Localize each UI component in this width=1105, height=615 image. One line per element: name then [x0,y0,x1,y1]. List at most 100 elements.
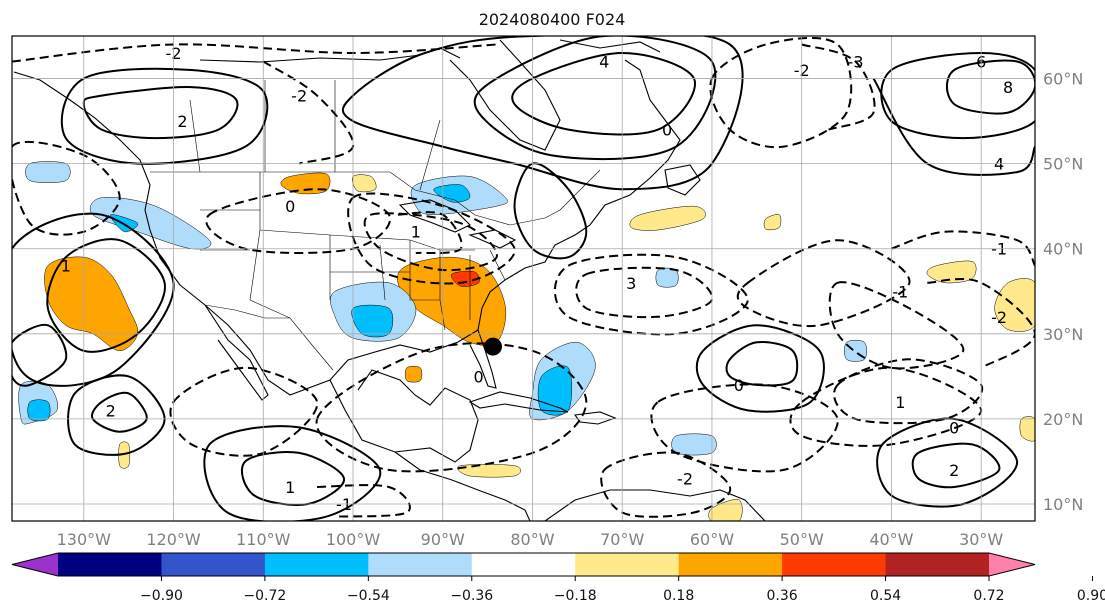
latitude-tick-label: 40°N [1043,240,1083,259]
contour-label: 0 [285,197,295,216]
map-frame [11,35,1036,522]
contour-line-dashed [650,383,839,473]
colorbar-segment [471,553,576,576]
contour-line-solid [513,162,588,260]
contour-label: 2 [106,401,116,420]
contour-label: 2 [949,461,959,480]
shaded-anomaly-region [118,441,131,469]
shaded-anomaly-region [1019,416,1035,442]
latitude-tick-label: 30°N [1043,325,1083,344]
coastline-cuba [468,391,569,413]
contour-label: -1 [336,495,352,514]
contour-label: 4 [994,155,1004,174]
shaded-anomaly-region [351,174,377,193]
contour-line-dashed [317,484,411,518]
contour-label: 1 [285,478,295,497]
coastline-hudson-bay [449,39,561,151]
coastline-newfoundland [664,164,701,196]
colorbar: −0.90 −0.72 −0.54 −0.36 −0.18 0.18 0.36 0.54 0.7… [11,552,1105,604]
colorbar-tick-label: 0.90 [1077,588,1105,604]
contour-label: -2 [677,469,693,488]
longitude-axis: 130°W 120°W 110°W 100°W 90°W 80°W 70°W 60°W 50°W… [57,530,1004,549]
contour-line-dashed [554,253,749,336]
contour-label: 0 [734,376,744,395]
contour-line-solid [12,212,175,387]
contour-label: 1 [61,257,71,276]
colorbar-tick-label: −0.90 [140,588,183,604]
latitude-tick-label: 10°N [1043,495,1083,514]
contour-line-solid [725,341,799,387]
contour-line-dashed [801,43,876,131]
longitude-tick-label: 80°W [510,530,554,549]
colorbar-tick-label: −0.54 [347,588,390,604]
contour-line-dashed [709,36,853,149]
shaded-anomaly-region [457,464,521,478]
colorbar-tick-label: −0.18 [554,588,597,604]
colorbar-segment [161,553,266,576]
contour-line-dashed [397,211,463,255]
colorbar-segment [264,553,369,576]
shaded-anomaly-region [763,214,782,231]
contour-line-solid [60,67,269,165]
colorbar-segment [678,553,783,576]
contour-label: 8 [1003,78,1013,97]
colorbar-outline [11,552,1036,577]
contour-label: -3 [848,53,864,72]
shaded-anomaly-region [629,205,706,231]
contour-label: 0 [474,367,484,386]
colorbar-tick-label: 0.72 [973,588,1004,604]
longitude-tick-label: 90°W [421,530,465,549]
colorbar-segment [575,553,680,576]
shaded-anomaly-region [44,256,139,352]
contour-label: 3 [626,274,636,293]
longitude-tick-label: 110°W [236,530,291,549]
shaded-anomaly-region [27,399,51,422]
contour-line-dashed [12,140,121,236]
colorbar-tick-label: 0.18 [663,588,694,604]
gridline-layer [12,36,1035,521]
colorbar-extend-high [989,553,1035,576]
latitude-tick-label: 20°N [1043,410,1083,429]
shaded-anomaly-region [671,433,717,456]
shaded-anomaly-region [926,260,977,284]
contour-line-dashed [205,188,392,254]
map-background [12,36,1035,521]
contour-label: -1 [991,240,1007,259]
contour-line-solid [82,86,239,140]
shaded-anomaly-region [994,278,1035,332]
contour-line-solid [695,324,825,413]
coastline-baja [204,304,269,401]
contour-line-solid [241,451,345,506]
longitude-tick-label: 60°W [690,530,734,549]
latitude-axis: 60°N 50°N 40°N 30°N 20°N 10°N [1043,70,1083,514]
shaded-anomaly-region [25,161,71,184]
border-us-canada [150,171,561,226]
contour-line-dashed [347,192,516,285]
contour-line-dashed [891,230,1035,267]
longitude-tick-label: 40°W [869,530,913,549]
colorbar-tick-label: −0.36 [450,588,493,604]
longitude-tick-label: 70°W [600,530,644,549]
longitude-tick-label: 50°W [780,530,824,549]
coastline-central-america [394,451,531,521]
colorbar-segment [58,553,162,576]
location-marker [483,337,502,356]
contour-line-solid [91,391,148,433]
contour-line-dashed [600,451,731,518]
contour-line-solid [67,374,166,456]
colorbar-tick-label: 0.36 [767,588,798,604]
contour-label: 2 [177,112,187,131]
contour-label: 4 [599,53,609,72]
contour-line-solid [12,323,68,387]
contour-line-dashed [315,342,588,473]
colorbar-segment [368,553,473,576]
contour-label: -2 [291,87,307,106]
colorbar-tick-label: −0.72 [243,588,286,604]
longitude-tick-label: 120°W [146,530,201,549]
latitude-tick-label: 60°N [1043,70,1083,89]
contour-line-solid [911,442,1001,489]
shaded-anomaly-region [708,499,743,521]
coastline-north-america [13,59,681,396]
shaded-anomaly-region [404,365,423,383]
